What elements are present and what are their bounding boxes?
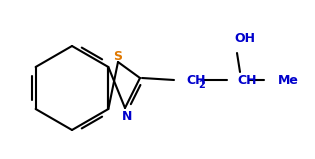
- Text: OH: OH: [234, 32, 255, 45]
- Text: 2: 2: [198, 80, 205, 90]
- Text: S: S: [113, 49, 123, 62]
- Text: CH: CH: [237, 73, 256, 86]
- Text: N: N: [122, 110, 132, 122]
- Text: CH: CH: [186, 73, 205, 86]
- Text: Me: Me: [278, 73, 299, 86]
